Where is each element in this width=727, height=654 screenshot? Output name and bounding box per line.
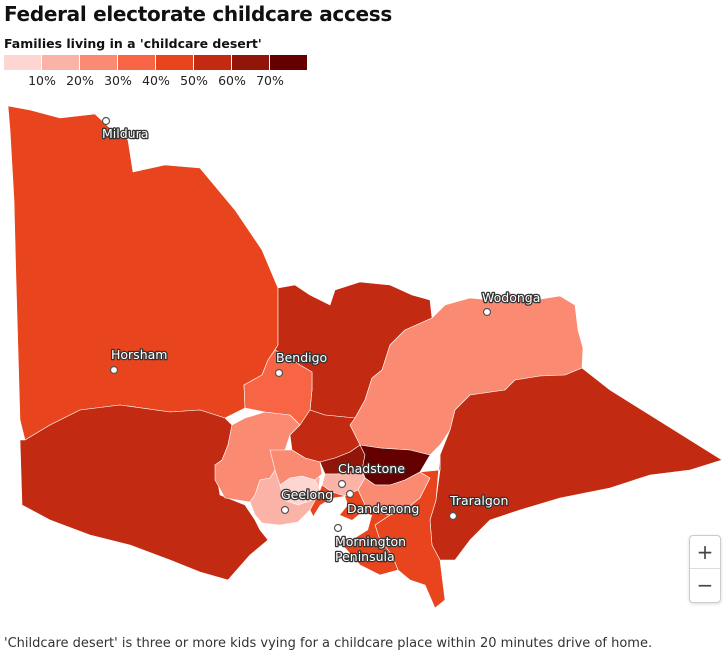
zoom-in-button[interactable]: + [696,540,714,564]
legend-swatch [4,55,41,70]
city-label-wodonga: Wodonga [482,290,540,305]
region-bendigo-south[interactable] [243,349,313,426]
color-legend: 10% 20% 30% 40% 50% 60% 70% [4,55,324,88]
legend-swatch [270,55,307,70]
city-dot-mornington[interactable] [333,523,343,533]
city-dot-geelong[interactable] [280,505,290,515]
city-label-traralgon: Traralgon [449,493,508,508]
legend-tick-label: 10% [28,73,56,88]
legend-tick-label: 60% [218,73,246,88]
region-wannon[interactable] [19,404,269,581]
city-label-bendigo: Bendigo [276,350,327,365]
region-gippsland[interactable] [429,367,723,561]
legend-swatch [80,55,117,70]
legend-tick-label: 50% [180,73,208,88]
city-label-mornington: Mornington [335,534,406,549]
legend-tick-label: 70% [256,73,284,88]
legend-tick-label: 40% [142,73,170,88]
legend-swatch [232,55,269,70]
city-dot-mildura[interactable] [101,116,111,126]
city-label-peninsula: Peninsula [335,549,395,564]
city-dot-dandenong[interactable] [345,489,355,499]
legend-swatch [194,55,231,70]
city-dot-traralgon[interactable] [448,511,458,521]
city-label-mildura: Mildura [102,126,148,141]
legend-labels: 10% 20% 30% 40% 50% 60% 70% [4,70,324,88]
port-phillip-bay [312,496,372,540]
legend-tick-label: 20% [66,73,94,88]
city-dot-chadstone[interactable] [337,479,347,489]
city-label-dandenong: Dandenong [347,501,419,516]
city-dot-wodonga[interactable] [482,307,492,317]
legend-swatches [4,55,324,70]
region-mallee[interactable] [7,105,279,441]
legend-swatch [118,55,155,70]
city-label-horsham: Horsham [111,347,167,362]
region-monash[interactable] [374,454,446,609]
legend-swatch [42,55,79,70]
city-label-geelong: Geelong [281,487,333,502]
city-label-chadstone: Chadstone [338,461,405,476]
city-dot-horsham[interactable] [109,365,119,375]
legend-swatch [156,55,193,70]
zoom-out-button[interactable]: − [696,573,714,597]
legend-tick-label: 30% [104,73,132,88]
legend-title: Families living in a 'childcare desert' [4,36,262,51]
zoom-divider [690,568,720,569]
region-lalor[interactable] [269,449,323,486]
victoria-electorate-map[interactable]: Mildura Wodonga Horsham Bendigo Chadston… [0,0,727,630]
map-title: Federal electorate childcare access [4,2,393,26]
city-dot-bendigo[interactable] [274,368,284,378]
footnote: 'Childcare desert' is three or more kids… [4,636,653,651]
zoom-control: + − [689,535,721,603]
